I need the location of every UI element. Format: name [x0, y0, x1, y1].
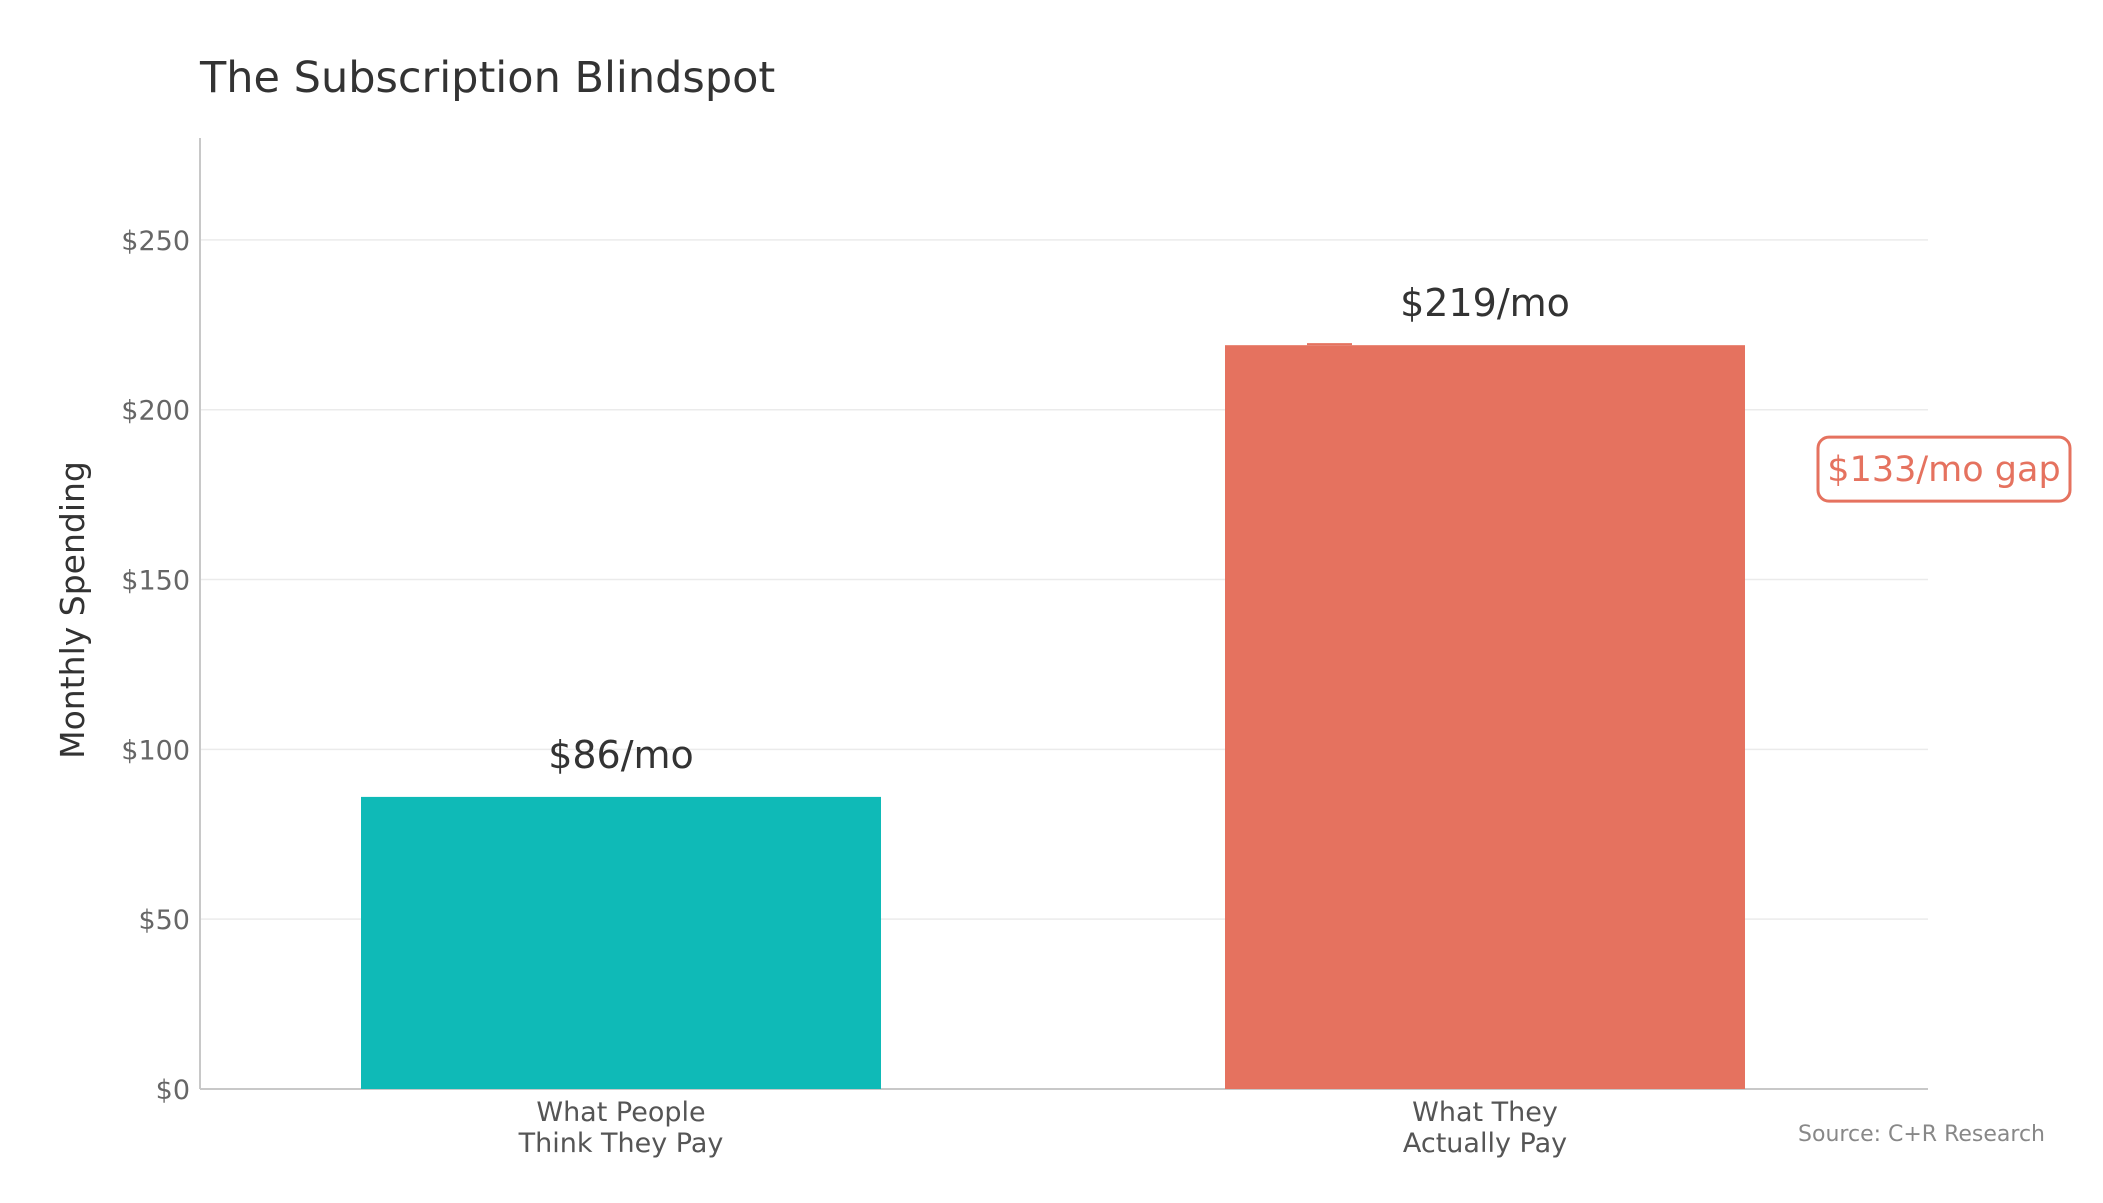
y-axis-label: Monthly Spending [53, 461, 92, 759]
data-label: $86/mo [548, 733, 694, 777]
y-tick-label: $0 [156, 1075, 190, 1106]
y-tick-label: $100 [121, 735, 190, 766]
gap-annotation: $133/mo gap [1307, 343, 2072, 503]
x-tick-label: What They [1412, 1097, 1558, 1128]
y-tick-label: $200 [121, 396, 190, 427]
chart-title: The Subscription Blindspot [199, 53, 775, 103]
x-tick-label: Actually Pay [1403, 1128, 1567, 1159]
y-tick-label: $50 [138, 905, 190, 936]
bar [1225, 345, 1745, 1089]
bar [361, 796, 881, 1089]
data-labels: $86/mo $219/mo [548, 281, 1570, 777]
bars [361, 345, 1745, 1089]
y-tick-label: $250 [121, 226, 190, 257]
x-tick-label: Think They Pay [518, 1128, 724, 1159]
y-tick-labels: $0 $50 $100 $150 $200 $250 [121, 226, 190, 1106]
source-note: Source: C+R Research [1798, 1122, 2045, 1147]
gap-annotation-label: $133/mo gap [1827, 450, 2060, 490]
y-tick-label: $150 [121, 566, 190, 597]
data-label: $219/mo [1400, 281, 1570, 325]
gap-annotation-box [1816, 435, 2072, 503]
x-tick-label: What People [536, 1097, 705, 1128]
